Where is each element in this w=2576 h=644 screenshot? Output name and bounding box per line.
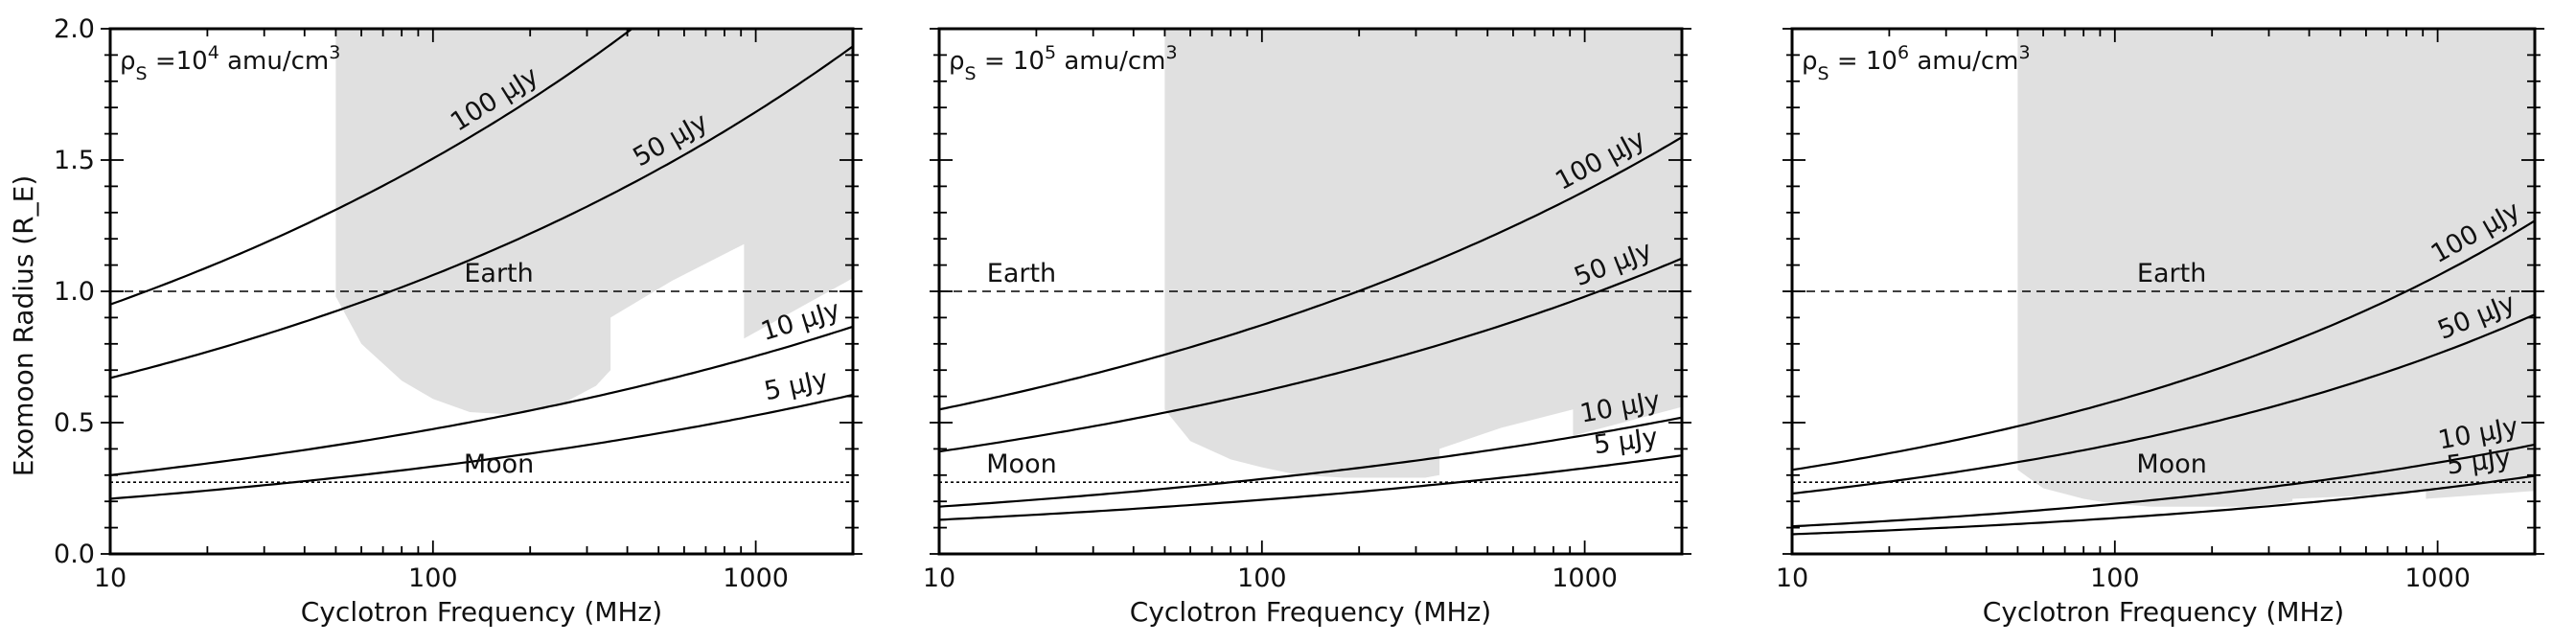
shaded-region	[335, 29, 853, 415]
x-tick-label: 10	[1776, 564, 1808, 593]
x-ticks	[1791, 29, 2536, 554]
plot-area	[110, 29, 853, 500]
curve-5uJy	[1792, 474, 2535, 536]
moon-label: Moon	[2136, 449, 2206, 479]
x-tick-label: 100	[1237, 564, 1287, 593]
x-tick-label: 100	[408, 564, 458, 593]
y-tick-label: 0.5	[54, 408, 95, 438]
y-tick-label: 0.0	[54, 540, 95, 569]
x-ticks	[109, 29, 854, 554]
x-tick-label: 100	[2090, 564, 2140, 593]
y-ticks	[101, 28, 862, 555]
y-tick-label: 2.0	[54, 14, 95, 44]
curve-label: 5 μJy	[1592, 423, 1659, 460]
curve-10uJy	[939, 416, 1682, 508]
x-tick-label: 10	[94, 564, 126, 593]
plot-area	[1792, 29, 2535, 536]
curve-5uJy	[939, 454, 1682, 521]
x-axis-title: Cyclotron Frequency (MHz)	[1983, 596, 2344, 628]
curve-100uJy	[939, 136, 1682, 411]
curve-50uJy	[1792, 313, 2535, 495]
y-axis-title: Exomoon Radius (R_E)	[8, 175, 39, 477]
x-tick-label: 1000	[723, 564, 789, 593]
earth-label: Earth	[2137, 259, 2206, 288]
moon-label: Moon	[986, 449, 1056, 479]
y-ticks	[930, 28, 1691, 555]
y-ticks	[1782, 28, 2544, 555]
plot-area	[939, 29, 1682, 521]
curve-label: 5 μJy	[762, 364, 831, 406]
density-label: ρS = 105 amu/cm3	[949, 42, 1178, 84]
svg-text:Exomoon Radius (R_E): Exomoon Radius (R_E)	[8, 175, 39, 477]
density-label: ρS =104 amu/cm3	[120, 42, 340, 84]
curve-10uJy	[1792, 443, 2535, 528]
x-tick-label: 1000	[2404, 564, 2471, 593]
curve-100uJy	[1792, 219, 2535, 472]
density-label: ρS = 106 amu/cm3	[1802, 42, 2031, 84]
y-tick-label: 1.5	[54, 146, 95, 175]
x-tick-label: 1000	[1552, 564, 1618, 593]
curve-5uJy	[110, 393, 853, 500]
moon-label: Moon	[464, 449, 534, 479]
curve-10uJy	[110, 325, 853, 476]
curve-50uJy	[939, 257, 1682, 453]
x-axis-title: Cyclotron Frequency (MHz)	[301, 596, 662, 628]
x-axis-title: Cyclotron Frequency (MHz)	[1130, 596, 1491, 628]
shaded-region	[1164, 29, 1682, 478]
earth-label: Earth	[987, 259, 1056, 288]
x-ticks	[938, 29, 1683, 554]
x-tick-label: 10	[923, 564, 955, 593]
y-axis-title-main: Exomoon Radius (R_E)	[8, 175, 39, 477]
y-tick-label: 1.0	[54, 277, 95, 307]
shaded-region	[2017, 29, 2535, 507]
earth-label: Earth	[464, 259, 533, 288]
curve-50uJy	[110, 45, 853, 380]
curve-100uJy	[110, 29, 634, 306]
